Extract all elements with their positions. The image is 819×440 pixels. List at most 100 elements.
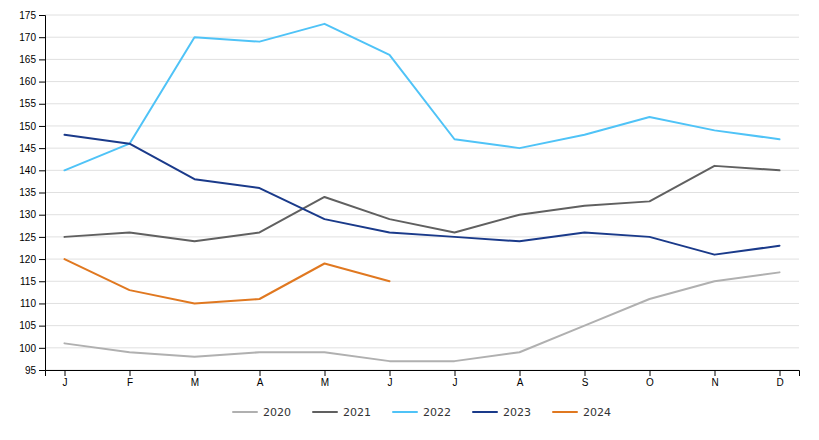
tick: M: [321, 370, 329, 388]
series-line: [65, 24, 780, 170]
tick-label: M: [321, 377, 329, 388]
axis-line: [39, 16, 46, 371]
tick: 130: [19, 209, 45, 220]
tick-label: M: [191, 377, 199, 388]
tick-label: 150: [19, 121, 36, 132]
legend-swatch: [313, 411, 337, 413]
tick-label: 115: [20, 276, 36, 287]
tick: 135: [19, 187, 45, 198]
tick: 115: [20, 276, 45, 287]
tick-label: 120: [19, 254, 36, 265]
tick-mark: [39, 215, 45, 216]
tick-label: 140: [19, 165, 36, 176]
tick: A: [517, 370, 524, 388]
grid-line: [45, 347, 799, 348]
legend-label: 2024: [583, 406, 611, 419]
tick-label: 165: [19, 54, 36, 65]
tick: 175: [19, 10, 45, 21]
tick-mark: [195, 370, 196, 376]
tick-label: J: [453, 377, 458, 388]
tick-label: 145: [19, 143, 36, 154]
series-line: [65, 135, 780, 255]
tick-label: 105: [19, 320, 36, 331]
tick-mark: [780, 370, 781, 376]
tick-label: 95: [25, 365, 37, 376]
tick: J: [388, 370, 393, 388]
tick-label: F: [127, 377, 133, 388]
grid-line: [45, 125, 799, 126]
tick-label: 170: [19, 32, 36, 43]
legend-label: 2020: [263, 406, 291, 419]
tick-label: J: [388, 377, 393, 388]
tick: N: [711, 370, 718, 388]
tick-label: J: [63, 377, 68, 388]
tick-label: 160: [19, 76, 36, 87]
tick-mark: [520, 370, 521, 376]
tick-mark: [39, 82, 45, 83]
tick-label: 135: [19, 187, 36, 198]
tick: F: [127, 370, 133, 388]
tick-label: 125: [19, 232, 36, 243]
tick: 155: [19, 98, 45, 109]
legend-label: 2022: [423, 406, 451, 419]
legend-swatch: [473, 411, 497, 413]
tick-mark: [39, 348, 45, 349]
tick-label: 130: [19, 209, 36, 220]
grid-line: [45, 37, 799, 38]
y-axis: 95 100 105 110 115 120 125 130 135 140 145 150 155 16…: [19, 10, 45, 376]
grid-line: [45, 259, 799, 260]
legend-item: 2021: [313, 406, 371, 419]
grid-line: [45, 303, 799, 304]
plot: 95 100 105 110 115 120 125 130 135 140 145 150 155 16…: [19, 10, 799, 388]
grid: [45, 15, 799, 370]
legend: 2020 2021 2022 2023 2024: [233, 406, 611, 419]
tick-mark: [39, 126, 45, 127]
tick: O: [646, 370, 654, 388]
legend-label: 2023: [503, 406, 531, 419]
grid-line: [45, 214, 799, 215]
tick-label: N: [711, 377, 718, 388]
tick: 100: [19, 343, 45, 354]
tick: 145: [19, 143, 45, 154]
tick-mark: [39, 59, 45, 60]
tick-mark: [39, 193, 45, 194]
tick: 165: [19, 54, 45, 65]
tick-label: A: [257, 377, 264, 388]
tick-label: O: [646, 377, 654, 388]
series-line: [65, 259, 390, 303]
grid-line: [45, 15, 799, 16]
legend-swatch: [233, 411, 257, 413]
tick-mark: [650, 370, 651, 376]
tick-label: 175: [19, 10, 36, 21]
grid-line: [45, 59, 799, 60]
tick-mark: [39, 237, 45, 238]
axis-line: [46, 371, 800, 377]
tick-mark: [39, 259, 45, 260]
tick-label: A: [517, 377, 524, 388]
tick-mark: [39, 370, 45, 371]
legend-item: 2023: [473, 406, 531, 419]
x-axis: JFMAMJJASOND: [46, 370, 800, 388]
tick-label: 155: [19, 98, 36, 109]
tick-mark: [39, 104, 45, 105]
tick: M: [191, 370, 199, 388]
legend-item: 2020: [233, 406, 291, 419]
grid-line: [45, 103, 799, 104]
tick-label: 110: [20, 298, 36, 309]
lines: [65, 24, 780, 361]
tick: 170: [19, 32, 45, 43]
tick-mark: [39, 303, 45, 304]
tick: S: [582, 370, 589, 388]
tick-mark: [39, 148, 45, 149]
grid-line: [45, 325, 799, 326]
tick-mark: [39, 326, 45, 327]
series-line: [65, 272, 780, 361]
tick: 150: [19, 121, 45, 132]
tick: 140: [19, 165, 45, 176]
legend-swatch: [393, 411, 417, 413]
series-line: [65, 166, 780, 241]
tick-mark: [39, 281, 45, 282]
tick: 125: [19, 232, 45, 243]
tick-mark: [585, 370, 586, 376]
tick: 110: [20, 298, 45, 309]
